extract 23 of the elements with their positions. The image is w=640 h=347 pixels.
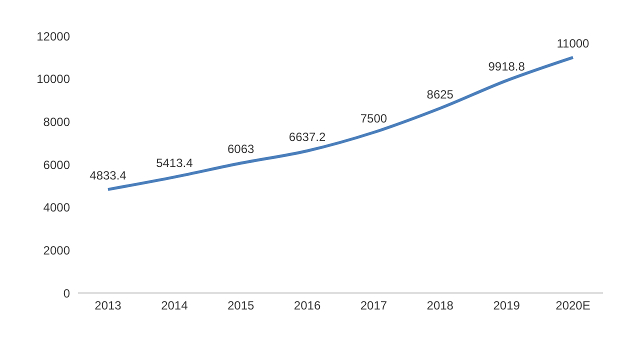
y-tick-label: 10000 (36, 72, 70, 86)
y-tick-label: 0 (63, 286, 70, 300)
x-tick-label: 2016 (294, 298, 321, 313)
data-label: 7500 (360, 111, 388, 126)
x-tick-label: 2017 (360, 298, 388, 313)
data-label: 8625 (426, 87, 454, 102)
data-label: 6637.2 (288, 130, 326, 144)
y-tick-label: 8000 (43, 114, 70, 129)
x-tick-label: 2019 (493, 298, 520, 313)
data-label: 9918.8 (488, 60, 526, 74)
y-tick-label: 4000 (43, 200, 70, 215)
data-label: 6063 (228, 142, 255, 156)
x-tick-label: 2015 (228, 298, 255, 313)
data-label: 11000 (556, 36, 590, 50)
x-tick-label: 2013 (94, 298, 122, 313)
y-tick-label: 12000 (36, 29, 70, 44)
y-tick-label: 6000 (43, 158, 70, 172)
y-tick-label: 2000 (43, 243, 70, 258)
data-label: 5413.4 (156, 156, 194, 170)
data-label: 4833.4 (90, 168, 127, 182)
x-tick-label: 2018 (426, 298, 454, 313)
x-tick-label: 2020E (556, 298, 590, 313)
x-tick-label: 2014 (161, 298, 188, 313)
